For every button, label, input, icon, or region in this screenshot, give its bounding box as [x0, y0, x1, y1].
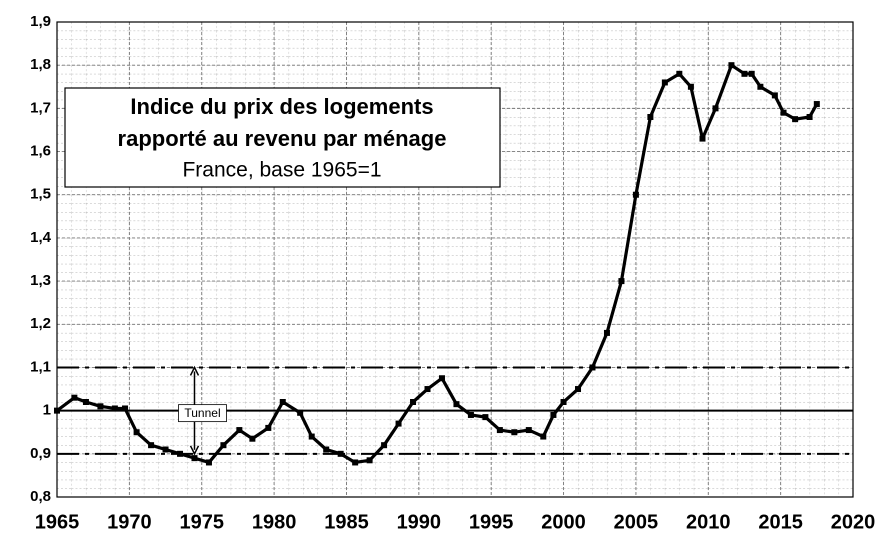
- data-point: [482, 414, 489, 421]
- data-point: [220, 442, 227, 449]
- chart-title: Indice du prix des logements: [130, 94, 433, 119]
- data-point: [148, 442, 155, 449]
- data-point: [111, 405, 118, 412]
- data-point: [496, 427, 503, 434]
- x-tick-label: 2020: [831, 511, 876, 533]
- y-tick-label: 1,4: [30, 229, 52, 246]
- chart-title: rapporté au revenu par ménage: [118, 126, 447, 151]
- data-point: [661, 79, 668, 86]
- data-point: [525, 427, 532, 434]
- y-tick-label: 1,9: [30, 13, 51, 30]
- data-point: [560, 399, 567, 405]
- data-point: [632, 191, 639, 198]
- data-point: [771, 92, 778, 99]
- x-tick-label: 1970: [107, 511, 152, 533]
- x-tick-label: 2000: [541, 511, 586, 533]
- y-tick-label: 1,1: [30, 358, 51, 375]
- y-tick-label: 1,2: [30, 315, 51, 332]
- data-point: [191, 455, 198, 462]
- data-point: [249, 435, 256, 442]
- arrow-head: [189, 445, 200, 456]
- data-point: [323, 446, 330, 453]
- data-point: [162, 446, 169, 453]
- x-tick-label: 1980: [252, 511, 297, 533]
- chart-subtitle: France, base 1965=1: [182, 159, 381, 182]
- data-point: [308, 433, 315, 440]
- data-point: [603, 329, 610, 336]
- data-point: [122, 405, 129, 412]
- data-point: [575, 386, 582, 393]
- data-point: [97, 403, 104, 410]
- data-point: [410, 399, 417, 405]
- plot-frame: [56, 21, 854, 498]
- data-point: [757, 83, 764, 90]
- y-tick-label: 1,8: [30, 56, 51, 73]
- y-tick-label: 1,6: [30, 143, 51, 160]
- data-point: [395, 420, 402, 427]
- data-point: [71, 394, 78, 401]
- data-point: [337, 450, 344, 457]
- data-point: [728, 62, 735, 69]
- data-point: [712, 105, 719, 112]
- data-point: [177, 450, 184, 457]
- y-tick-label: 1,7: [30, 99, 51, 116]
- data-point: [279, 399, 286, 405]
- x-tick-label: 1985: [324, 511, 369, 533]
- data-point: [297, 409, 304, 416]
- data-point: [699, 135, 706, 142]
- x-tick-label: 1965: [35, 511, 80, 533]
- data-point: [453, 401, 460, 408]
- data-point: [352, 459, 359, 466]
- data-point: [540, 433, 547, 440]
- x-tick-label: 1990: [397, 511, 442, 533]
- data-point: [618, 278, 625, 285]
- y-tick-label: 0,8: [30, 488, 51, 505]
- arrow-head: [189, 365, 200, 376]
- data-point: [366, 457, 373, 464]
- data-point: [780, 109, 787, 116]
- data-point: [813, 101, 820, 108]
- y-tick-label: 0,9: [30, 445, 51, 462]
- y-tick-label: 1,3: [30, 272, 51, 289]
- data-point: [265, 424, 272, 431]
- data-point: [741, 70, 748, 77]
- y-tick-label: 1: [43, 402, 51, 419]
- data-point: [687, 83, 694, 90]
- annotation: Tunnel: [184, 406, 220, 420]
- data-point: [550, 411, 557, 418]
- annotation-box: [178, 404, 227, 423]
- x-tick-label: 1995: [469, 511, 514, 533]
- data-point: [82, 399, 89, 405]
- x-tick-label: 2010: [686, 511, 731, 533]
- data-point: [792, 116, 799, 123]
- data-point: [424, 386, 431, 393]
- data-point: [438, 375, 445, 382]
- data-point: [467, 411, 474, 418]
- x-tick-label: 2015: [758, 511, 803, 533]
- data-point: [676, 70, 683, 77]
- data-point: [381, 442, 388, 449]
- title-box: [64, 87, 501, 188]
- data-point: [54, 407, 60, 414]
- y-tick-label: 1,5: [30, 186, 51, 203]
- data-point: [511, 429, 518, 436]
- data-point: [133, 429, 140, 436]
- data-point: [806, 114, 813, 120]
- data-point: [748, 70, 755, 77]
- data-point: [647, 114, 654, 120]
- data-point: [205, 459, 212, 466]
- x-tick-label: 1975: [179, 511, 224, 533]
- data-point: [236, 427, 243, 434]
- x-tick-label: 2005: [614, 511, 659, 533]
- data-point: [589, 364, 596, 371]
